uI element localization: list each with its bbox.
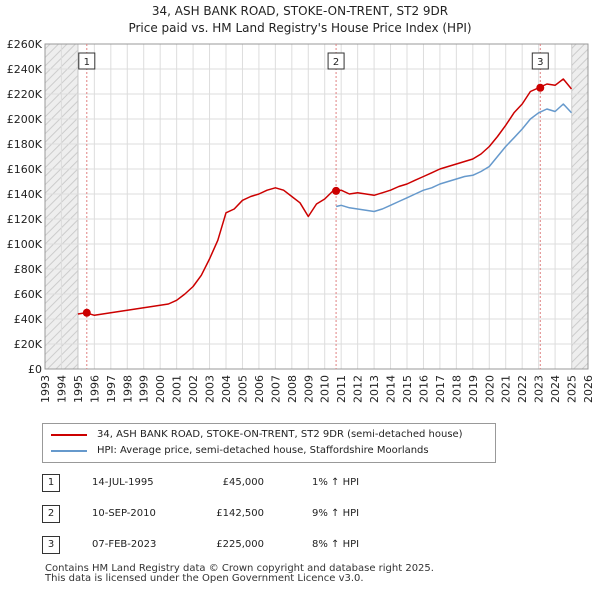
no-data-region-end bbox=[571, 44, 588, 369]
sale-number-label: 1 bbox=[84, 57, 90, 68]
y-tick-label: £140K bbox=[7, 188, 43, 201]
footer-copyright: Contains HM Land Registry data © Crown c… bbox=[45, 563, 434, 574]
x-tick-label: 1997 bbox=[105, 375, 118, 403]
x-tick-label: 2021 bbox=[500, 375, 513, 403]
plot-border bbox=[44, 43, 589, 370]
sale-point bbox=[536, 83, 545, 92]
transaction-price: £225,000 bbox=[216, 539, 264, 550]
hpi-line bbox=[336, 103, 573, 213]
x-tick-label: 2026 bbox=[582, 375, 595, 403]
transaction-hpi: 8% ↑ HPI bbox=[312, 539, 360, 550]
y-tick-label: £20K bbox=[14, 338, 43, 351]
x-tick-label: 2006 bbox=[253, 375, 266, 403]
x-tick-label: 2015 bbox=[401, 375, 414, 403]
x-tick-label: 2001 bbox=[171, 375, 184, 403]
x-tick-label: 2018 bbox=[450, 375, 463, 403]
x-tick-label: 2022 bbox=[516, 375, 529, 403]
y-tick-label: £0 bbox=[28, 363, 42, 376]
x-tick-label: 2007 bbox=[269, 375, 282, 403]
y-tick-label: £260K bbox=[7, 38, 43, 51]
x-tick-label: 1994 bbox=[55, 375, 68, 403]
transaction-price: £45,000 bbox=[222, 477, 264, 488]
transaction-hpi: 9% ↑ HPI bbox=[312, 508, 360, 519]
property-price-line bbox=[77, 78, 573, 317]
x-tick-label: 1998 bbox=[121, 375, 134, 403]
sale-point bbox=[332, 186, 341, 195]
transaction-number: 1 bbox=[42, 474, 60, 492]
y-tick-label: £220K bbox=[7, 88, 43, 101]
transaction-date: 14-JUL-1995 bbox=[92, 477, 154, 488]
y-tick-label: £240K bbox=[7, 63, 43, 76]
transaction-number: 2 bbox=[42, 505, 60, 523]
x-tick-label: 2004 bbox=[220, 375, 233, 403]
x-tick-label: 2002 bbox=[187, 375, 200, 403]
x-tick-label: 2009 bbox=[302, 375, 315, 403]
footer-license: This data is licensed under the Open Gov… bbox=[45, 573, 364, 584]
y-tick-label: £60K bbox=[14, 288, 43, 301]
x-tick-label: 2014 bbox=[385, 375, 398, 403]
x-tick-label: 2023 bbox=[533, 375, 546, 403]
chart-title: 34, ASH BANK ROAD, STOKE-ON-TRENT, ST2 9… bbox=[151, 4, 449, 18]
x-tick-label: 2011 bbox=[335, 375, 348, 403]
x-tick-label: 2005 bbox=[236, 375, 249, 403]
x-tick-label: 2016 bbox=[417, 375, 430, 403]
y-tick-label: £180K bbox=[7, 138, 43, 151]
transaction-date: 07-FEB-2023 bbox=[92, 539, 157, 550]
sale-number-label: 2 bbox=[333, 57, 339, 68]
x-tick-label: 1999 bbox=[138, 375, 151, 403]
x-tick-label: 2019 bbox=[467, 375, 480, 403]
x-tick-label: 1993 bbox=[39, 375, 52, 403]
y-tick-label: £80K bbox=[14, 263, 43, 276]
price-chart: £0 £20K £40K £60K £80K £100K £120K £140K £160K £1… bbox=[7, 38, 595, 403]
x-tick-label: 2025 bbox=[566, 375, 579, 403]
y-tick-label: £200K bbox=[7, 113, 43, 126]
y-tick-label: £40K bbox=[14, 313, 43, 326]
sale-number-box bbox=[327, 52, 345, 70]
transaction-number: 3 bbox=[42, 536, 60, 554]
sale-number-box bbox=[78, 52, 96, 70]
x-tick-label: 2008 bbox=[286, 375, 299, 403]
x-tick-label: 2012 bbox=[352, 375, 365, 403]
legend: 34, ASH BANK ROAD, STOKE-ON-TRENT, ST2 9… bbox=[42, 423, 496, 463]
x-tick-label: 1996 bbox=[88, 375, 101, 403]
y-tick-label: £160K bbox=[7, 163, 43, 176]
transaction-date: 10-SEP-2010 bbox=[92, 508, 156, 519]
x-tick-label: 2024 bbox=[549, 375, 562, 403]
y-tick-label: £100K bbox=[7, 238, 43, 251]
transaction-price: £142,500 bbox=[216, 508, 264, 519]
x-tick-label: 1995 bbox=[72, 375, 85, 403]
plot-area bbox=[45, 44, 588, 369]
sale-number-label: 3 bbox=[537, 57, 543, 68]
x-tick-label: 2003 bbox=[204, 375, 217, 403]
legend-label-hpi: HPI: Average price, semi-detached house,… bbox=[97, 445, 429, 456]
x-tick-label: 2017 bbox=[434, 375, 447, 403]
chart-subtitle: Price paid vs. HM Land Registry's House … bbox=[128, 21, 472, 35]
y-tick-label: £120K bbox=[7, 213, 43, 226]
x-tick-label: 2010 bbox=[319, 375, 332, 403]
legend-label-property: 34, ASH BANK ROAD, STOKE-ON-TRENT, ST2 9… bbox=[97, 429, 463, 440]
transaction-hpi: 1% ↑ HPI bbox=[312, 477, 360, 488]
x-tick-label: 2020 bbox=[483, 375, 496, 403]
x-tick-label: 2013 bbox=[368, 375, 381, 403]
sale-number-box bbox=[531, 52, 549, 70]
x-tick-label: 2000 bbox=[154, 375, 167, 403]
legend-swatch-hpi bbox=[51, 450, 87, 452]
sale-point bbox=[82, 308, 91, 317]
legend-swatch-property bbox=[51, 434, 87, 436]
